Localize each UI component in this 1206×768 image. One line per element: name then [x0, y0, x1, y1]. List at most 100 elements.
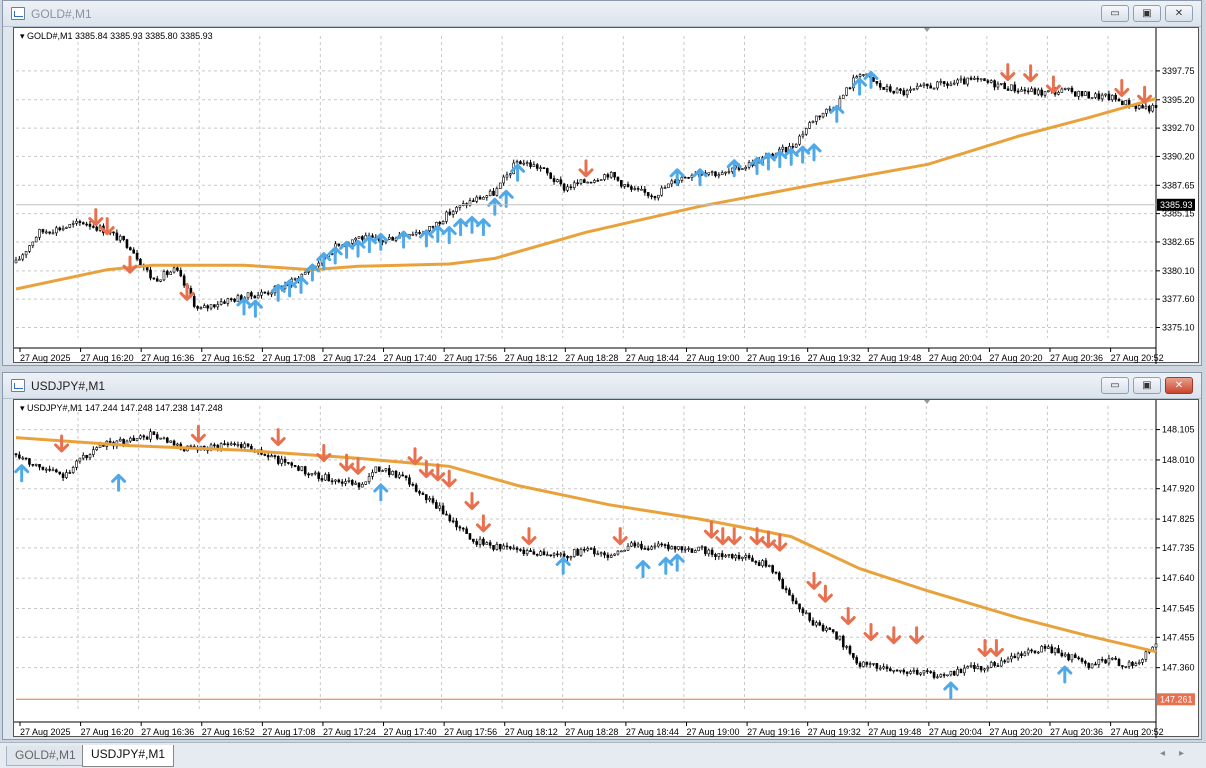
chart-shift-marker — [924, 28, 930, 32]
candle-body — [1134, 663, 1138, 666]
candle-body — [683, 176, 687, 179]
candle-body — [55, 227, 58, 234]
usdjpy-chart-window[interactable]: USDJPY#,M1 ▭ ▣ ✕ 148.105 148.010 147.920 14… — [2, 372, 1202, 740]
candle-body — [589, 548, 593, 550]
candle-body — [734, 555, 737, 559]
current-price-tag — [1157, 198, 1195, 211]
candle-body — [1060, 88, 1064, 93]
buy-arrow-icon — [669, 168, 685, 187]
candle-body — [374, 466, 378, 473]
candle-body — [821, 112, 825, 118]
candle-body — [441, 221, 445, 225]
buy-arrow-icon — [453, 218, 469, 237]
gold-chart-window[interactable]: GOLD#,M1 ▭ ▣ ✕ 3397.75 3395.20 3392.70 3390… — [2, 0, 1202, 366]
buy-arrow-icon — [806, 143, 822, 162]
candle-body — [68, 224, 72, 228]
candle-body — [1063, 88, 1067, 90]
arrow-head — [418, 229, 434, 239]
gold-minimize-button[interactable]: ▭ — [1101, 5, 1129, 22]
candle-body — [979, 78, 983, 80]
arrow-head — [669, 168, 685, 178]
time-tick-label: 27 Aug 16:20 — [81, 727, 134, 737]
candle-body — [472, 200, 475, 202]
candle-body — [229, 298, 233, 301]
candle-body — [522, 162, 526, 165]
arrow-head — [14, 464, 30, 474]
candle-body — [61, 473, 65, 478]
price-tick-label: 147.640 — [1162, 573, 1195, 583]
gold-chart-area[interactable]: 3397.75 3395.20 3392.70 3390.20 3387.65 3385.… — [13, 27, 1200, 364]
candle-body — [569, 556, 573, 559]
arrow-head — [327, 246, 343, 256]
buy-arrow-icon — [635, 560, 651, 579]
candle-body — [687, 177, 690, 179]
candle-body — [1030, 649, 1033, 652]
candle-body — [451, 211, 455, 215]
candle-body — [303, 272, 307, 275]
usdjpy-chart-area[interactable]: 148.105 148.010 147.920 147.825 147.735 147.6… — [13, 399, 1200, 738]
candle-body — [804, 612, 808, 615]
candle-body — [1110, 657, 1114, 660]
arrow-head — [407, 456, 423, 466]
usdjpy-maximize-button[interactable]: ▣ — [1133, 377, 1161, 394]
candle-body — [152, 431, 156, 435]
gold-close-button[interactable]: ✕ — [1165, 5, 1193, 22]
candle-body — [546, 554, 549, 557]
candle-body — [1023, 89, 1027, 92]
price-tick-label: 3392.70 — [1162, 123, 1195, 133]
usdjpy-window-titlebar[interactable]: USDJPY#,M1 ▭ ▣ ✕ — [3, 373, 1201, 399]
candle-body — [1037, 89, 1040, 95]
candle-body — [841, 635, 845, 648]
candle-body — [1154, 643, 1158, 648]
candle-body — [38, 464, 41, 468]
usdjpy-close-button[interactable]: ✕ — [1165, 377, 1193, 394]
buy-arrow-icon — [14, 464, 30, 483]
candle-body — [939, 674, 943, 678]
candle-body — [118, 439, 122, 442]
usdjpy-chart-svg[interactable]: 148.105 148.010 147.920 147.825 147.735 147.6… — [14, 400, 1200, 738]
arrow-head — [1045, 84, 1061, 94]
price-tick-label: 3377.60 — [1162, 294, 1195, 304]
candle-body — [1107, 658, 1111, 664]
candle-body — [1097, 93, 1101, 100]
candle-body — [613, 171, 616, 178]
candle-body — [841, 94, 845, 99]
candle-body — [751, 557, 754, 562]
sell-arrow-icon — [430, 463, 446, 482]
buy-arrow-icon — [247, 299, 263, 318]
candle-body — [394, 470, 398, 478]
tab-gold[interactable]: GOLD#,M1 — [6, 746, 85, 766]
price-tick-label: 147.825 — [1162, 514, 1195, 524]
gold-chart-svg[interactable]: 3397.75 3395.20 3392.70 3390.20 3387.65 3385.… — [14, 28, 1200, 364]
price-tick-label: 3382.65 — [1162, 237, 1195, 247]
candle-body — [1121, 665, 1124, 667]
sell-arrow-icon — [339, 453, 355, 472]
tab-scroll-arrows[interactable]: ◂▸ — [1159, 748, 1198, 759]
sell-arrow-icon — [977, 638, 993, 657]
current-price-label: 147.261 — [1160, 694, 1193, 704]
gold-window-titlebar[interactable]: GOLD#,M1 ▭ ▣ ✕ — [3, 1, 1201, 27]
candle-body — [381, 470, 384, 472]
candle-body — [24, 457, 28, 460]
tab-usdjpy[interactable]: USDJPY#,M1 — [82, 745, 175, 767]
usdjpy-minimize-button[interactable]: ▭ — [1101, 377, 1129, 394]
candle-body — [75, 460, 78, 468]
candle-body — [1084, 661, 1087, 664]
candle-body — [707, 549, 711, 555]
candle-body — [152, 277, 156, 280]
candle-body — [1040, 89, 1043, 96]
arrow-head — [339, 462, 355, 472]
arrow-head — [475, 218, 491, 228]
arrow-head — [339, 240, 355, 250]
candle-body — [905, 671, 909, 674]
candle-body — [969, 77, 973, 80]
arrow-head — [282, 279, 298, 289]
candle-body — [720, 172, 724, 176]
candle-body — [495, 543, 499, 550]
arrow-head — [441, 478, 457, 488]
candle-body — [1100, 659, 1104, 661]
gold-maximize-button[interactable]: ▣ — [1133, 5, 1161, 22]
candle-body — [946, 83, 949, 86]
candle-body — [367, 476, 371, 483]
candle-body — [263, 454, 267, 456]
